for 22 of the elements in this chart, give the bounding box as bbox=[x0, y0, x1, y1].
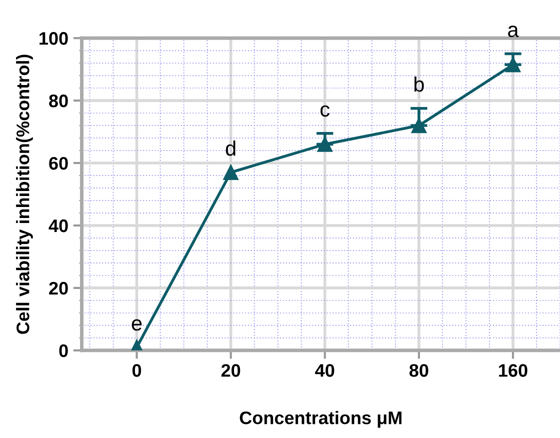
annotation: c bbox=[320, 105, 330, 117]
x-tick-label: 80 bbox=[409, 364, 428, 377]
point bbox=[505, 57, 521, 72]
y-tick-label: 40 bbox=[48, 219, 68, 232]
x-axis-title: Concentrations μM bbox=[240, 410, 402, 428]
point bbox=[411, 118, 427, 134]
y-tick-label: 0 bbox=[59, 344, 68, 358]
x-tick-label: 160 bbox=[499, 364, 528, 377]
annotation: b bbox=[414, 76, 424, 92]
x-tick-label: 0 bbox=[132, 364, 142, 377]
annotation: d bbox=[226, 140, 236, 156]
x-tick-label: 40 bbox=[315, 364, 334, 377]
x-tick-label: 20 bbox=[221, 364, 240, 377]
y-tick-label: 100 bbox=[40, 32, 68, 45]
point bbox=[223, 164, 238, 180]
y-axis-title: Cell viability inhibition(%control) bbox=[16, 54, 33, 334]
y-tick-label: 60 bbox=[49, 156, 68, 170]
annotation: e bbox=[132, 319, 142, 331]
point bbox=[317, 136, 333, 152]
annotation: a bbox=[508, 26, 519, 38]
y-tick-label: 80 bbox=[49, 94, 68, 108]
y-tick-label: 20 bbox=[49, 282, 68, 295]
